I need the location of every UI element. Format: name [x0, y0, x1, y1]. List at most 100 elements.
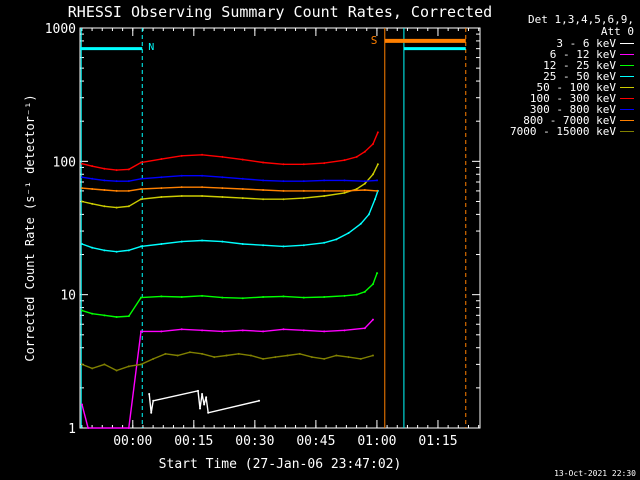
series-point [355, 293, 358, 296]
series-line [81, 272, 378, 318]
series-point [180, 328, 183, 331]
series-point [225, 354, 228, 357]
series-point [310, 356, 313, 359]
series-point [103, 314, 106, 317]
series-point [199, 407, 202, 410]
series-point [363, 150, 366, 153]
series-point [103, 205, 106, 208]
series-point [302, 180, 305, 183]
series-point [127, 180, 130, 183]
series-point [343, 191, 346, 194]
series-line [148, 389, 260, 414]
series-point [115, 180, 118, 183]
series-point [140, 245, 143, 248]
series-point [241, 188, 244, 191]
y-tick-label: 10 [60, 289, 76, 304]
legend-swatch [620, 65, 634, 66]
series-point [140, 188, 143, 191]
series-point [355, 155, 358, 158]
series-point [201, 194, 204, 197]
series-point [241, 158, 244, 161]
series-point [241, 297, 244, 300]
series-point [363, 327, 366, 330]
series-point [127, 168, 130, 171]
legend-entry-label: 50 - 100 keV [536, 81, 616, 94]
x-tick-label: 00:30 [235, 434, 274, 449]
series-line [81, 174, 378, 182]
series-point [103, 363, 106, 366]
series-point [302, 163, 305, 166]
series-point [180, 194, 183, 197]
legend-entry-label: 25 - 50 keV [543, 70, 616, 83]
legend-swatch [620, 109, 634, 110]
series-point [152, 357, 155, 360]
series-point [140, 198, 143, 201]
series-point [201, 186, 204, 189]
series-point [262, 161, 265, 164]
series-point [282, 180, 285, 183]
legend-entry: 3 - 6 keV [488, 37, 634, 50]
series-point [343, 179, 346, 182]
series-point [363, 182, 366, 185]
series-point [91, 312, 94, 315]
series-point [241, 177, 244, 180]
series-point [363, 188, 366, 191]
series-point [164, 352, 167, 355]
series-point [127, 189, 130, 192]
series-point [81, 176, 84, 179]
series-point [221, 296, 224, 299]
series-point [363, 180, 366, 183]
series-point [347, 232, 350, 235]
series-point [302, 189, 305, 192]
series-point [282, 295, 285, 298]
series-point [213, 356, 216, 359]
series-point [150, 411, 153, 414]
legend-entry-label: 100 - 300 keV [529, 92, 616, 105]
series-point [81, 200, 84, 203]
series-point [103, 167, 106, 170]
series-point [221, 187, 224, 190]
series-point [201, 329, 204, 332]
legend-swatch [620, 87, 634, 88]
legend-entry: 6 - 12 keV [488, 48, 634, 61]
plot-frame [79, 27, 481, 429]
series-point [302, 296, 305, 299]
series-point [363, 290, 366, 293]
legend-entry: 12 - 25 keV [488, 59, 634, 72]
series-point [371, 318, 374, 321]
legend-entries: 3 - 6 keV 6 - 12 keV 12 - 25 keV 25 - 50 ke… [488, 37, 634, 138]
series-point [262, 296, 265, 299]
legend-swatch [620, 120, 634, 121]
series-point [91, 188, 94, 191]
series-point [249, 354, 252, 357]
saa-marker-label: S [371, 34, 378, 47]
series-point [282, 163, 285, 166]
series-point [371, 142, 374, 145]
series-point [127, 427, 130, 429]
series-point [237, 352, 240, 355]
legend-entry-label: 3 - 6 keV [556, 37, 616, 50]
series-point [103, 179, 106, 182]
series-point [335, 354, 338, 357]
legend-swatch [620, 131, 634, 132]
series-point [207, 411, 210, 414]
series-point [367, 213, 370, 216]
series-point [262, 357, 265, 360]
series-point [323, 162, 326, 165]
series-point [188, 351, 191, 354]
series-point [180, 240, 183, 243]
series-point [221, 196, 224, 199]
legend-entry: 100 - 300 keV [488, 92, 634, 105]
series-point [302, 244, 305, 247]
legend-detectors: Det 1,3,4,5,6,9, [528, 13, 634, 26]
series-point [355, 188, 358, 191]
series-point [359, 357, 362, 360]
series-point [371, 173, 374, 176]
series-point [221, 240, 224, 243]
series-point [160, 295, 163, 298]
series-point [91, 246, 94, 249]
series-point [87, 427, 90, 429]
series-point [347, 356, 350, 359]
series-point [323, 330, 326, 333]
